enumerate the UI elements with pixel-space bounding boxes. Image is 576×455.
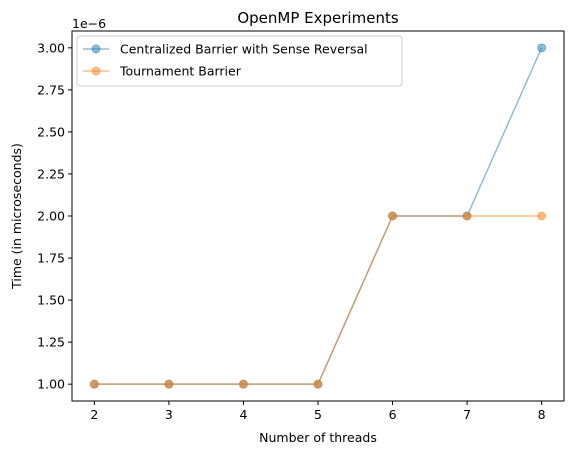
- x-tick-label: 7: [463, 407, 471, 422]
- x-tick-label: 4: [239, 407, 247, 422]
- x-axis-label: Number of threads: [259, 430, 377, 445]
- y-tick-label: 2.75: [37, 82, 65, 97]
- y-tick-label: 2.25: [37, 166, 65, 181]
- y-tick-label: 3.00: [37, 40, 65, 55]
- series-2: [89, 211, 547, 389]
- x-axis: 2 3 4 5 6 7 8: [90, 401, 546, 422]
- y-tick-label: 2.00: [37, 209, 65, 224]
- legend: Centralized Barrier with Sense Reversal T…: [76, 35, 403, 87]
- series-line: [94, 215, 542, 385]
- data-point: [537, 211, 547, 221]
- y-tick-label: 1.50: [37, 293, 65, 308]
- x-tick-label: 2: [90, 407, 98, 422]
- y-axis: 1.00 1.25 1.50 1.75 2.00 2.25 2.50 2.75 3.00: [37, 40, 72, 392]
- data-point: [313, 379, 323, 389]
- data-point: [164, 379, 174, 389]
- y-axis-label: Time (in microseconds): [9, 143, 24, 290]
- series-layer: [89, 43, 547, 389]
- y-tick-label: 1.25: [37, 335, 65, 350]
- data-point: [238, 379, 248, 389]
- x-tick-label: 8: [538, 407, 546, 422]
- y-tick-label: 1.00: [37, 377, 65, 392]
- x-tick-label: 5: [314, 407, 322, 422]
- legend-marker: [91, 44, 101, 54]
- data-point: [537, 43, 547, 53]
- legend-label: Centralized Barrier with Sense Reversal: [120, 42, 368, 57]
- data-point: [89, 379, 99, 389]
- data-point: [388, 211, 398, 221]
- y-offset-label: 1e−6: [72, 16, 106, 31]
- legend-label: Tournament Barrier: [119, 64, 242, 79]
- data-point: [462, 211, 472, 221]
- x-tick-label: 3: [165, 407, 173, 422]
- legend-marker: [91, 66, 101, 76]
- y-tick-label: 2.50: [37, 124, 65, 139]
- y-tick-label: 1.75: [37, 251, 65, 266]
- legend-frame: [76, 35, 403, 87]
- chart-title: OpenMP Experiments: [237, 9, 398, 27]
- x-tick-label: 6: [389, 407, 397, 422]
